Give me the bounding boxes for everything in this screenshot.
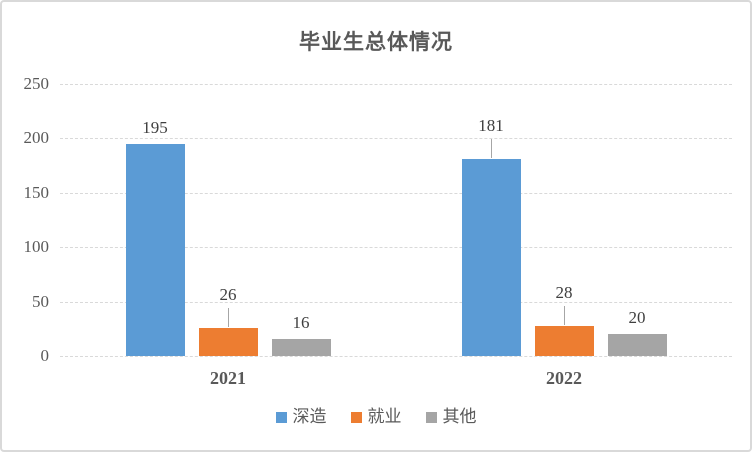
label-leader-line (491, 139, 492, 159)
legend-swatch-icon (350, 411, 362, 423)
legend-item-其他: 其他 (425, 407, 477, 427)
legend-item-深造: 深造 (275, 407, 327, 427)
label-leader-line (564, 305, 565, 325)
bar-value-label: 28 (555, 282, 573, 302)
y-axis-tick-label: 100 (23, 237, 50, 257)
y-axis-tick-label: 50 (32, 291, 49, 311)
bar-其他-2022 (607, 334, 667, 356)
legend-item-就业: 就业 (350, 407, 402, 427)
gridline-100 (60, 247, 732, 249)
chart-legend: 深造 就业 其他 (2, 407, 750, 427)
bar-value-label: 26 (219, 284, 237, 304)
x-axis-tick-label: 2021 (210, 368, 246, 388)
legend-label: 其他 (442, 407, 477, 426)
bar-value-label: 20 (628, 308, 646, 328)
legend-label: 就业 (367, 407, 402, 426)
chart-title: 毕业生总体情况 (299, 31, 453, 54)
y-axis-tick-label: 150 (23, 182, 50, 202)
gridline-250 (60, 84, 732, 85)
bar-value-label: 16 (292, 312, 310, 332)
bar-就业-2022 (534, 325, 594, 356)
gridline-50 (60, 301, 732, 303)
bar-value-label: 195 (142, 117, 168, 137)
gridline-150 (60, 192, 732, 194)
bar-value-label: 181 (478, 116, 504, 136)
legend-swatch-icon (275, 411, 287, 423)
legend-label: 深造 (292, 407, 327, 426)
y-axis-tick-label: 0 (40, 346, 50, 365)
label-leader-line (228, 307, 229, 327)
x-axis-tick-label: 2022 (546, 368, 582, 388)
bar-就业-2021 (198, 327, 258, 356)
bar-其他-2021 (271, 338, 331, 356)
bar-深造-2021 (125, 143, 185, 356)
gridline-0 (60, 356, 732, 357)
y-axis-tick-label: 250 (23, 74, 50, 93)
bar-深造-2022 (461, 159, 521, 356)
y-axis-tick-label: 200 (23, 128, 50, 148)
legend-swatch-icon (425, 411, 437, 423)
gridline-200 (60, 138, 732, 140)
